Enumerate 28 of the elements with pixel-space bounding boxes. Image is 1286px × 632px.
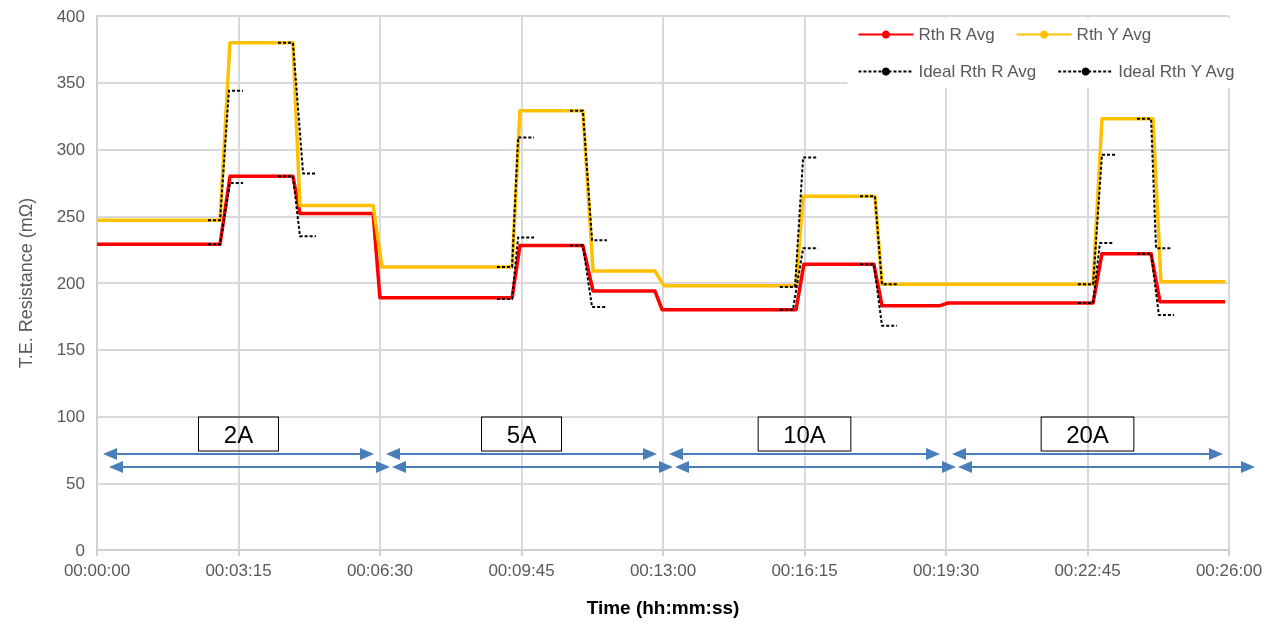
y-tick-label: 300 bbox=[56, 140, 85, 159]
y-axis-title: T.E. Resistance (mΩ) bbox=[16, 197, 36, 369]
y-tick-label: 150 bbox=[56, 340, 85, 360]
x-tick-label: 00:03:15 bbox=[205, 561, 272, 580]
y-tick-label: 400 bbox=[56, 6, 85, 26]
y-tick-label: 200 bbox=[56, 273, 85, 293]
legend-label: Rth Y Avg bbox=[1076, 25, 1152, 44]
y-tick-label: 50 bbox=[66, 473, 85, 493]
legend-label: Rth R Avg bbox=[918, 25, 995, 44]
x-tick-label: 00:09:45 bbox=[488, 561, 555, 580]
legend-label: Ideal Rth Y Avg bbox=[1118, 62, 1235, 81]
x-tick-label: 00:26:00 bbox=[1195, 561, 1263, 580]
annotation: 20A bbox=[1066, 420, 1109, 448]
annotation: 2A bbox=[223, 420, 254, 448]
x-tick-label: 00:13:00 bbox=[629, 561, 697, 580]
x-tick-label: 00:06:30 bbox=[346, 561, 414, 580]
x-axis-title: Time (hh:mm:ss) bbox=[586, 597, 740, 618]
x-tick-label: 00:16:15 bbox=[771, 561, 838, 580]
legend-label: Ideal Rth R Avg bbox=[918, 62, 1037, 81]
x-tick-label: 00:00:00 bbox=[63, 561, 131, 580]
y-tick-label: 250 bbox=[56, 206, 85, 226]
annotation: 10A bbox=[783, 420, 826, 448]
x-tick-label: 00:19:30 bbox=[912, 561, 980, 580]
y-tick-label: 0 bbox=[75, 540, 85, 560]
annotation: 5A bbox=[506, 420, 537, 448]
x-tick-label: 00:22:45 bbox=[1054, 561, 1121, 580]
y-tick-label: 100 bbox=[56, 407, 85, 426]
y-tick-label: 350 bbox=[56, 73, 85, 93]
